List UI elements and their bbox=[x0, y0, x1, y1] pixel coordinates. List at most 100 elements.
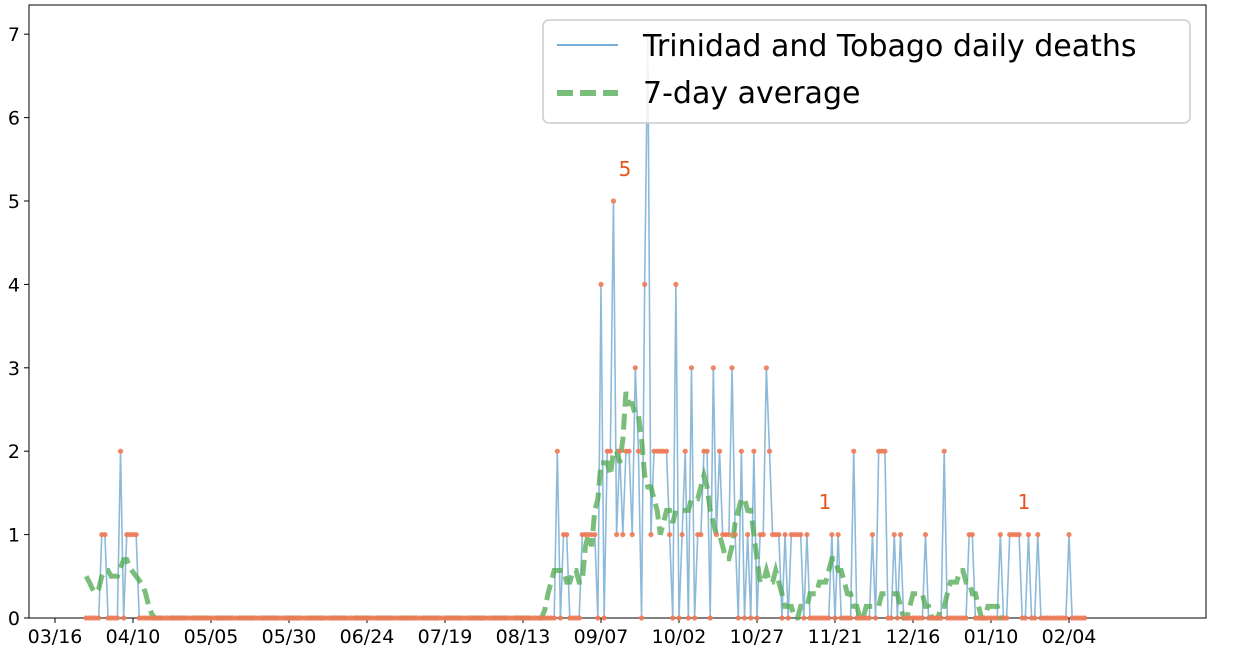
x-tick-label: 12/16 bbox=[886, 626, 941, 648]
annotations: 5 1 1 bbox=[619, 157, 1031, 514]
daily-deaths-point bbox=[704, 448, 710, 454]
daily-deaths-point bbox=[564, 531, 570, 538]
daily-deaths-point bbox=[851, 448, 857, 454]
daily-deaths-point bbox=[1035, 531, 1041, 538]
daily-deaths-point bbox=[692, 615, 698, 621]
daily-deaths-point bbox=[894, 615, 901, 621]
daily-deaths-point bbox=[676, 615, 682, 621]
daily-deaths-point bbox=[1025, 531, 1032, 538]
daily-deaths-point bbox=[682, 448, 688, 454]
daily-deaths-point bbox=[729, 365, 735, 371]
daily-deaths-point bbox=[826, 615, 832, 621]
daily-deaths-point bbox=[716, 448, 723, 454]
daily-deaths-point bbox=[832, 615, 838, 621]
daily-deaths-point bbox=[638, 615, 645, 621]
daily-deaths-point bbox=[133, 531, 139, 538]
daily-deaths-point bbox=[1032, 615, 1038, 621]
daily-deaths-point bbox=[673, 281, 679, 287]
daily-deaths-point bbox=[732, 531, 738, 538]
daily-deaths-point bbox=[848, 615, 854, 621]
daily-deaths-point bbox=[121, 615, 127, 621]
legend-box bbox=[542, 19, 1191, 124]
x-tick-label: 03/16 bbox=[28, 626, 83, 648]
daily-deaths-point bbox=[994, 615, 1000, 621]
daily-deaths-point bbox=[776, 531, 782, 538]
x-axis: 03/16 04/10 05/05 05/30 06/24 07/19 08/13 09/07… bbox=[28, 618, 1097, 648]
daily-deaths-point bbox=[629, 531, 635, 538]
daily-deaths-point bbox=[620, 531, 626, 538]
daily-deaths-point bbox=[941, 448, 947, 454]
daily-deaths-point bbox=[741, 615, 748, 621]
daily-deaths-point bbox=[557, 615, 564, 621]
daily-deaths-point bbox=[626, 448, 632, 454]
legend-label-daily: Trinidad and Tobago daily deaths bbox=[642, 29, 1137, 64]
daily-deaths-point bbox=[745, 531, 751, 538]
daily-deaths-point bbox=[779, 615, 785, 621]
daily-deaths-point bbox=[663, 448, 670, 454]
daily-deaths-point bbox=[598, 281, 604, 287]
daily-deaths-point bbox=[1004, 615, 1010, 621]
daily-deaths-point bbox=[667, 531, 673, 538]
daily-deaths-point bbox=[707, 615, 713, 621]
y-axis: 0 1 2 3 4 5 6 7 bbox=[8, 24, 29, 630]
daily-deaths-point bbox=[1066, 531, 1072, 538]
daily-deaths-point bbox=[1022, 615, 1028, 621]
daily-deaths-point bbox=[882, 448, 888, 454]
x-tick-label: 09/07 bbox=[574, 626, 629, 648]
daily-deaths-point bbox=[114, 615, 120, 621]
daily-deaths-point bbox=[1016, 531, 1022, 538]
series-layer bbox=[83, 31, 1088, 621]
daily-deaths-point bbox=[595, 615, 601, 621]
annotation-label: 5 bbox=[619, 157, 632, 181]
x-tick-label: 05/05 bbox=[184, 626, 239, 648]
daily-deaths-point bbox=[829, 531, 835, 538]
daily-deaths-point bbox=[607, 448, 613, 454]
daily-deaths-point bbox=[96, 615, 102, 621]
daily-deaths-point bbox=[632, 365, 638, 371]
legend: Trinidad and Tobago daily deaths 7-day a… bbox=[542, 19, 1191, 124]
daily-deaths-point bbox=[648, 531, 654, 538]
x-tick-label: 08/13 bbox=[496, 626, 551, 648]
daily-deaths-point bbox=[670, 615, 676, 621]
x-tick-label: 02/04 bbox=[1042, 626, 1097, 648]
x-tick-label: 01/10 bbox=[964, 626, 1019, 648]
daily-deaths-point bbox=[897, 531, 904, 538]
daily-deaths-point bbox=[760, 531, 766, 538]
y-tick-label: 7 bbox=[8, 24, 20, 46]
daily-deaths-point bbox=[554, 448, 560, 454]
daily-deaths-point bbox=[801, 615, 807, 621]
daily-deaths-point bbox=[922, 531, 929, 538]
daily-deaths-point bbox=[642, 281, 648, 287]
daily-deaths-point bbox=[869, 531, 876, 538]
daily-deaths-point bbox=[1082, 615, 1088, 621]
y-tick-label: 2 bbox=[8, 441, 20, 463]
daily-deaths-point bbox=[1063, 615, 1069, 621]
x-tick-label: 10/02 bbox=[652, 626, 707, 648]
daily-deaths-point bbox=[969, 531, 975, 538]
x-tick-label: 05/30 bbox=[262, 626, 317, 648]
daily-deaths-point bbox=[713, 531, 720, 538]
daily-deaths-point bbox=[576, 615, 582, 621]
daily-deaths-point bbox=[888, 615, 894, 621]
daily-deaths-point bbox=[635, 448, 642, 454]
daily-deaths-point bbox=[726, 531, 732, 538]
daily-deaths-point bbox=[592, 531, 598, 538]
daily-deaths-point bbox=[679, 531, 685, 538]
daily-deaths-point bbox=[938, 615, 944, 621]
daily-deaths-point bbox=[866, 615, 872, 621]
daily-deaths-point bbox=[919, 615, 925, 621]
daily-deaths-point bbox=[798, 531, 804, 538]
daily-deaths-point bbox=[601, 615, 607, 621]
daily-deaths-point bbox=[551, 615, 557, 621]
daily-deaths-point bbox=[610, 198, 617, 204]
daily-deaths-point bbox=[782, 531, 788, 538]
y-tick-label: 3 bbox=[8, 358, 20, 380]
y-tick-label: 1 bbox=[8, 525, 20, 547]
daily-deaths-point bbox=[891, 531, 897, 538]
x-tick-label: 11/21 bbox=[808, 626, 863, 648]
x-tick-label: 06/24 bbox=[340, 626, 395, 648]
x-tick-label: 04/10 bbox=[106, 626, 161, 648]
daily-deaths-point bbox=[872, 615, 879, 621]
x-tick-label: 10/27 bbox=[730, 626, 785, 648]
